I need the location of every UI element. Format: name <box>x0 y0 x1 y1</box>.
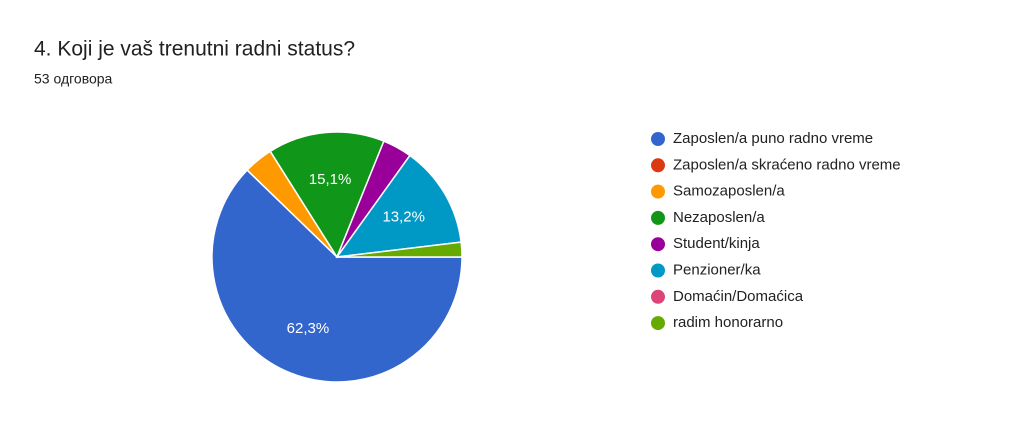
legend-swatch <box>651 263 665 278</box>
legend-swatch <box>651 316 665 331</box>
pie-slice <box>335 154 462 258</box>
legend-swatch <box>651 132 665 146</box>
legend-swatch <box>651 289 665 304</box>
legend-label: Zaposlen/a puno radno vreme <box>673 130 873 147</box>
legend-label: Samozaposlen/a <box>673 183 785 200</box>
legend-swatch <box>651 237 665 252</box>
legend-swatch <box>651 184 665 199</box>
legend-swatch <box>651 158 665 173</box>
legend-label: Domaćin/Domaćica <box>673 288 804 305</box>
chart-title: 4. Koji je vaš trenutni radni status? <box>34 38 355 61</box>
legend-label: Penzioner/ka <box>673 261 761 278</box>
slice-label: 62,3% <box>287 320 330 337</box>
slice-label: 15,1% <box>309 171 352 188</box>
slice-label: 13,2% <box>382 209 425 226</box>
legend-label: Student/kinja <box>673 235 760 252</box>
pie-slice <box>336 241 463 258</box>
legend-label: radim honorarno <box>673 314 783 331</box>
pie-slice <box>269 131 385 259</box>
pie-slice <box>211 169 463 383</box>
legend-label: Nezaposlen/a <box>673 209 765 226</box>
legend-label: Zaposlen/a skraćeno radno vreme <box>673 156 901 173</box>
chart-subtitle: 53 одговора <box>34 71 113 87</box>
legend-swatch <box>651 210 665 225</box>
